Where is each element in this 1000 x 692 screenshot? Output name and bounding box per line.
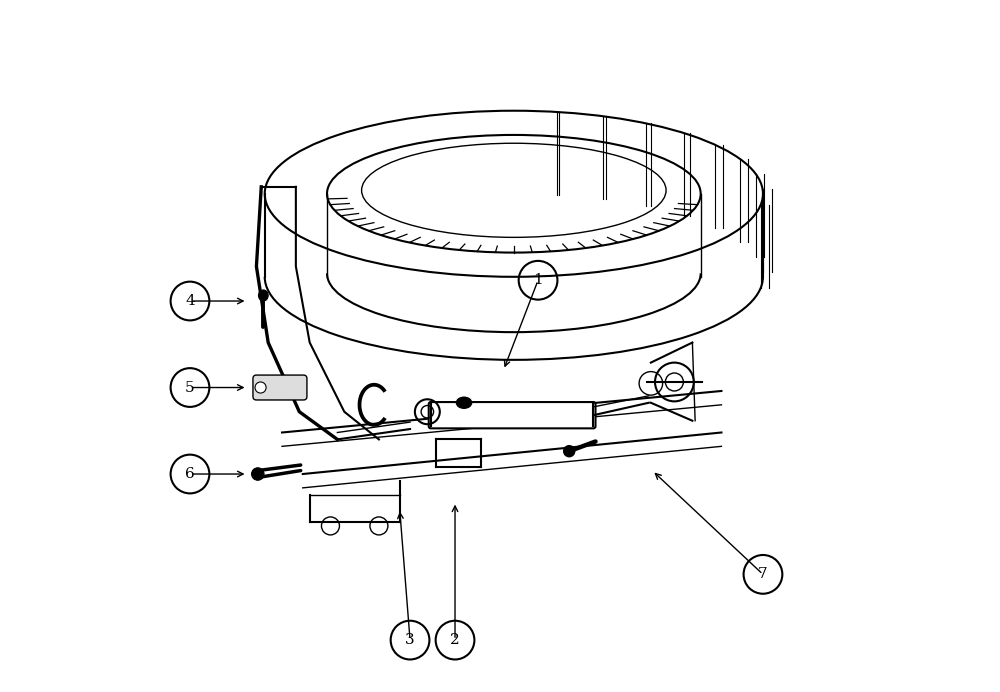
Text: 6: 6	[185, 467, 195, 481]
Text: 1: 1	[533, 273, 543, 287]
Text: 5: 5	[185, 381, 195, 394]
Text: 4: 4	[185, 294, 195, 308]
Ellipse shape	[456, 397, 472, 408]
FancyBboxPatch shape	[429, 402, 595, 428]
Circle shape	[255, 382, 266, 393]
Circle shape	[563, 445, 575, 457]
Circle shape	[252, 468, 264, 480]
Ellipse shape	[258, 290, 268, 301]
Text: 3: 3	[405, 633, 415, 647]
FancyBboxPatch shape	[253, 375, 307, 400]
Text: 2: 2	[450, 633, 460, 647]
Text: 7: 7	[758, 567, 768, 581]
